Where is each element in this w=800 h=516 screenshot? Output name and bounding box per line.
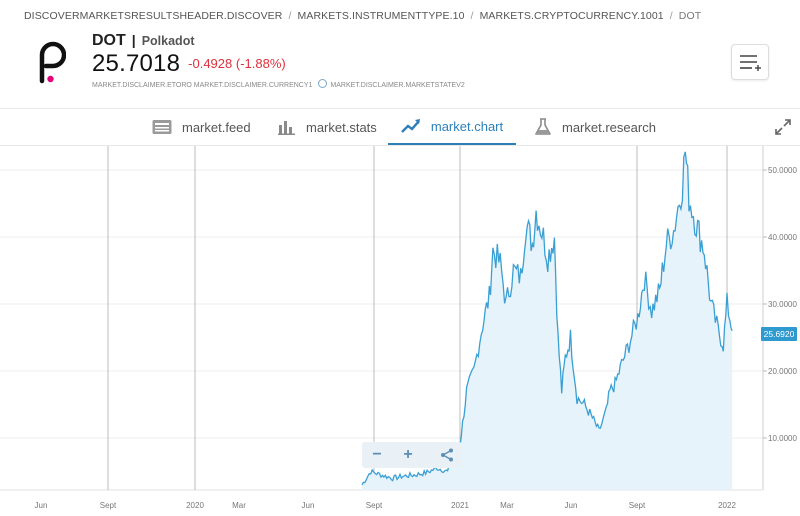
price-chart[interactable]: Jun Sept 2020 Mar Jun Sept 2021 Mar Jun Sept 2022 … bbox=[0, 146, 800, 516]
y-tick-label: 50.0000 bbox=[768, 166, 797, 175]
stats-icon bbox=[278, 121, 295, 135]
tab-stats[interactable]: market.stats bbox=[278, 109, 377, 145]
x-tick-label: Jun bbox=[565, 501, 578, 510]
current-price-tag: 25.6920 bbox=[761, 327, 797, 341]
breadcrumb-separator: / bbox=[470, 10, 474, 22]
tab-research[interactable]: market.research bbox=[534, 109, 656, 145]
x-tick-label: Jun bbox=[302, 501, 315, 510]
zoom-in-button[interactable]: + bbox=[393, 442, 423, 468]
list-menu-button[interactable] bbox=[731, 44, 769, 80]
breadcrumb-discover[interactable]: DISCOVERMARKETSRESULTSHEADER.DISCOVER bbox=[24, 10, 283, 22]
x-tick-label: Sept bbox=[366, 501, 383, 510]
instrument-name: Polkadot bbox=[141, 34, 195, 48]
instrument-symbol: DOT bbox=[92, 32, 126, 49]
share-icon bbox=[441, 448, 453, 462]
price-change: -0.4928 (-1.88%) bbox=[188, 56, 286, 71]
price-line bbox=[361, 151, 733, 486]
y-tick-label: 30.0000 bbox=[768, 300, 797, 309]
instrument-price: 25.7018 bbox=[92, 50, 181, 77]
x-tick-label: Sept bbox=[629, 501, 646, 510]
breadcrumb-current: DOT bbox=[678, 10, 702, 22]
x-tick-label: Mar bbox=[232, 501, 246, 510]
list-add-icon bbox=[740, 55, 761, 71]
breadcrumb: DISCOVERMARKETSRESULTSHEADER.DISCOVER / MA… bbox=[24, 10, 701, 22]
tab-feed[interactable]: market.feed bbox=[152, 109, 251, 145]
market-disclaimer: MARKET.DISCLAIMER.ETORO MARKET.DISCLAIME… bbox=[92, 78, 465, 89]
tab-chart[interactable]: market.chart bbox=[388, 109, 516, 145]
x-tick-label: Sept bbox=[100, 501, 117, 510]
x-tick-label: 2020 bbox=[186, 501, 204, 510]
breadcrumb-separator: / bbox=[669, 10, 673, 22]
share-button[interactable] bbox=[432, 442, 462, 468]
y-tick-label: 10.0000 bbox=[768, 434, 797, 443]
tab-chart-label: market.chart bbox=[430, 118, 504, 134]
x-tick-label: Mar bbox=[500, 501, 514, 510]
breadcrumb-separator: / bbox=[288, 10, 292, 22]
chart-icon bbox=[401, 119, 420, 133]
tab-stats-label: market.stats bbox=[306, 119, 377, 135]
plus-icon: + bbox=[403, 446, 413, 463]
market-tabs: market.feed market.stats market.chart ma… bbox=[0, 109, 800, 146]
x-tick-label: 2022 bbox=[718, 501, 736, 510]
instrument-header: DOT | Polkadot 25.7018 -0.4928 (-1.88%) MAR… bbox=[0, 30, 800, 109]
x-tick-label: Jun bbox=[35, 501, 48, 510]
price-area-fill bbox=[362, 151, 733, 491]
disclaimer-text: MARKET.DISCLAIMER.ETORO MARKET.DISCLAIME… bbox=[92, 82, 313, 89]
y-tick-label: 40.0000 bbox=[768, 233, 797, 242]
minus-icon: − bbox=[372, 446, 382, 463]
expand-icon[interactable] bbox=[774, 118, 792, 136]
tab-research-label: market.research bbox=[562, 119, 656, 135]
y-tick-label: 20.0000 bbox=[768, 367, 797, 376]
polkadot-logo-icon bbox=[39, 41, 66, 84]
market-state-text: MARKET.DISCLAIMER.MARKETSTATEV2 bbox=[330, 82, 465, 89]
zoom-out-button[interactable]: − bbox=[362, 442, 392, 468]
symbol-separator: | bbox=[131, 32, 136, 48]
clock-icon bbox=[318, 79, 328, 88]
feed-icon bbox=[152, 120, 172, 134]
breadcrumb-cryptocurrency[interactable]: MARKETS.CRYPTOCURRENCY.1001 bbox=[479, 10, 664, 22]
flask-icon bbox=[535, 118, 551, 135]
tab-feed-label: market.feed bbox=[182, 119, 251, 135]
breadcrumb-instrument-type[interactable]: MARKETS.INSTRUMENTTYPE.10 bbox=[297, 10, 465, 22]
chart-zoom-controls: − + bbox=[362, 442, 462, 468]
x-tick-label: 2021 bbox=[451, 501, 469, 510]
